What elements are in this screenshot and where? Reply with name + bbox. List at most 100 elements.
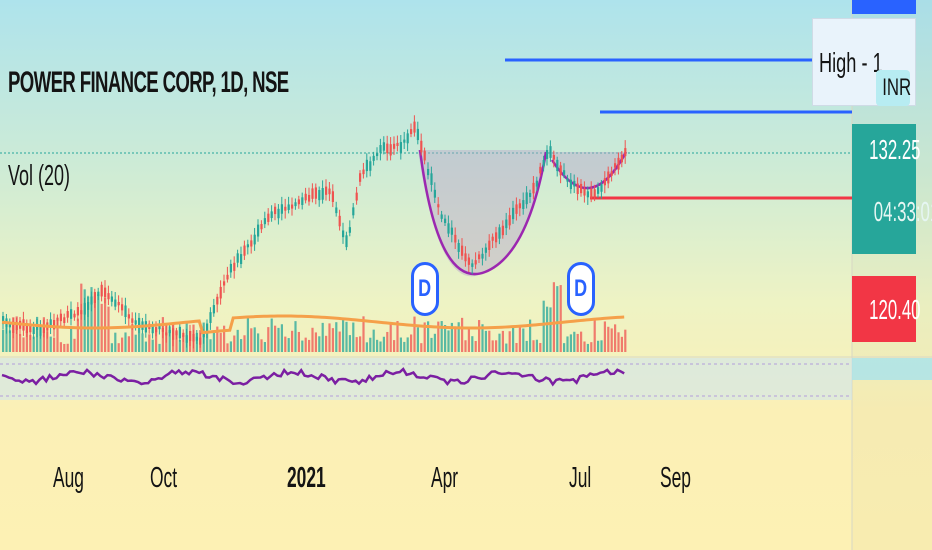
candle xyxy=(399,142,402,153)
candle xyxy=(178,326,181,339)
candle xyxy=(450,227,453,235)
volume-bar xyxy=(522,328,525,352)
candle xyxy=(427,168,430,176)
candle xyxy=(447,223,450,234)
volume-bar xyxy=(294,321,297,352)
candle xyxy=(552,155,555,160)
volume-bar xyxy=(563,343,566,352)
volume-bar xyxy=(590,342,593,352)
volume-bar xyxy=(199,330,202,352)
volume-bar xyxy=(8,330,11,352)
high-label-box[interactable]: High - 1 xyxy=(812,18,916,106)
volume-bar xyxy=(454,326,457,352)
candle xyxy=(63,317,66,323)
volume-bar xyxy=(338,331,341,352)
candle xyxy=(59,313,62,322)
volume-bar xyxy=(607,326,610,352)
candle xyxy=(569,179,572,190)
volume-bar xyxy=(348,335,351,352)
volume-bar xyxy=(63,343,66,352)
volume-bar xyxy=(223,325,226,352)
volume-bar xyxy=(236,329,239,352)
candle xyxy=(508,215,511,226)
candle xyxy=(488,240,491,250)
candle xyxy=(355,192,358,201)
candle xyxy=(216,296,219,305)
volume-bar xyxy=(328,323,331,352)
volume-bar xyxy=(488,330,491,352)
candle xyxy=(556,159,559,172)
candle xyxy=(406,133,409,144)
candle xyxy=(226,274,229,280)
volume-bar xyxy=(12,317,15,352)
volume-bar xyxy=(614,324,617,352)
cup-curve[interactable] xyxy=(418,149,548,276)
volume-bar xyxy=(134,334,137,352)
volume-indicator-label[interactable]: Vol (20) xyxy=(8,160,70,192)
volume-bar xyxy=(498,333,501,352)
candle xyxy=(410,129,413,135)
volume-bar xyxy=(19,334,22,352)
volume-bar xyxy=(586,343,589,352)
volume-bar xyxy=(121,337,124,352)
volume-bar xyxy=(206,333,209,352)
volume-bar xyxy=(593,318,596,352)
candle xyxy=(219,286,222,299)
candle xyxy=(338,215,341,227)
candle xyxy=(580,183,583,194)
candle xyxy=(403,139,406,143)
volume-bar xyxy=(481,324,484,352)
volume-bar xyxy=(49,336,52,352)
candle xyxy=(223,281,226,286)
volume-bar xyxy=(175,330,178,352)
volume-bar xyxy=(172,324,175,352)
currency-badge[interactable]: INR xyxy=(876,70,911,106)
volume-bar xyxy=(219,332,222,352)
candle xyxy=(423,150,426,161)
candle xyxy=(467,257,470,265)
candle xyxy=(253,234,256,245)
symbol-title[interactable]: POWER FINANCE CORP, 1D, NSE xyxy=(8,66,289,99)
candle xyxy=(600,184,603,192)
volume-bar xyxy=(5,325,8,352)
volume-bar xyxy=(399,337,402,352)
volume-bar xyxy=(440,321,443,352)
candle xyxy=(389,144,392,156)
volume-bar xyxy=(437,321,440,352)
volume-bar xyxy=(508,331,511,352)
price-axis-highlight xyxy=(852,358,932,380)
current-price-tag: 132.25 04:33:01 xyxy=(852,124,932,254)
candle xyxy=(481,253,484,259)
dividend-marker[interactable]: D xyxy=(567,262,595,316)
dividend-marker[interactable]: D xyxy=(411,262,439,316)
candle xyxy=(512,207,515,220)
candle xyxy=(559,165,562,176)
candle xyxy=(614,163,617,168)
candle xyxy=(236,253,239,263)
candle xyxy=(376,152,379,157)
candle xyxy=(461,245,464,256)
volume-bar xyxy=(291,330,294,352)
volume-bar xyxy=(410,334,413,352)
volume-bar xyxy=(270,318,273,352)
volume-bar xyxy=(624,329,627,352)
candle xyxy=(525,192,528,205)
candle xyxy=(518,203,521,209)
candle xyxy=(301,197,304,206)
time-axis-label: Jul xyxy=(569,462,592,494)
candle xyxy=(66,311,69,318)
candle xyxy=(420,140,423,153)
candle xyxy=(491,236,494,241)
level-price-value: 120.40 xyxy=(869,294,921,325)
candle xyxy=(212,305,215,314)
candle xyxy=(134,320,137,325)
volume-bar xyxy=(257,333,260,352)
price-axis-top-marker xyxy=(852,0,916,14)
volume-bar xyxy=(202,322,205,352)
candle xyxy=(325,186,328,195)
candle xyxy=(229,263,232,273)
volume-bar xyxy=(505,343,508,352)
candle xyxy=(243,245,246,256)
volume-bar xyxy=(617,332,620,352)
